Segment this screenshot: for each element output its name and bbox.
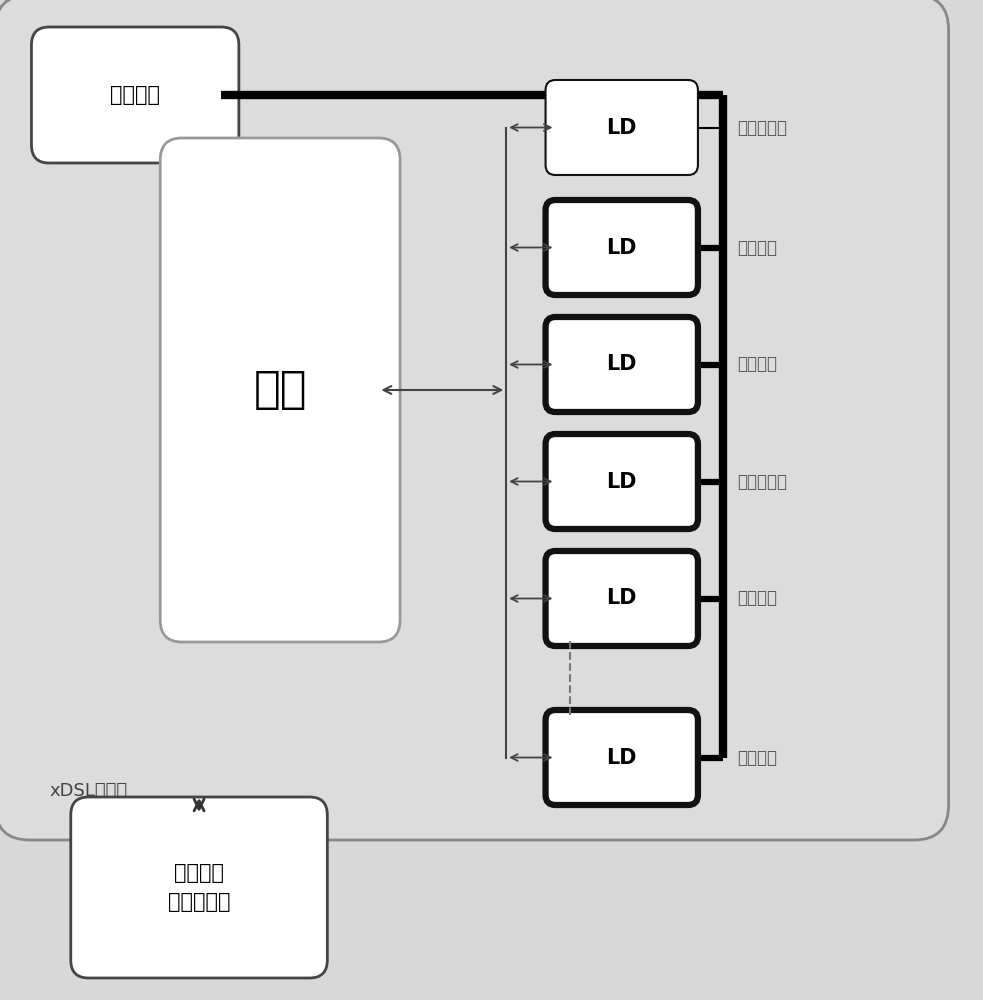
FancyBboxPatch shape xyxy=(546,710,698,805)
Text: 放号端口: 放号端口 xyxy=(737,356,778,373)
Text: LD: LD xyxy=(607,472,637,491)
Text: 放号端口: 放号端口 xyxy=(737,748,778,766)
FancyBboxPatch shape xyxy=(546,80,698,175)
Text: 未放号端口: 未放号端口 xyxy=(737,119,787,137)
FancyBboxPatch shape xyxy=(0,0,949,840)
Text: LD: LD xyxy=(607,748,637,768)
FancyBboxPatch shape xyxy=(546,434,698,529)
Text: LD: LD xyxy=(607,355,637,374)
Text: 信息收集
和控制单元: 信息收集 和控制单元 xyxy=(168,863,230,912)
FancyBboxPatch shape xyxy=(546,317,698,412)
Text: LD: LD xyxy=(607,118,637,138)
FancyBboxPatch shape xyxy=(160,138,400,642)
Text: LD: LD xyxy=(607,237,637,257)
FancyBboxPatch shape xyxy=(31,27,239,163)
Text: 电源模块: 电源模块 xyxy=(110,85,160,105)
FancyBboxPatch shape xyxy=(546,200,698,295)
Text: 本放号端口: 本放号端口 xyxy=(737,473,787,490)
Text: 放号端口: 放号端口 xyxy=(737,590,778,608)
Text: 放号端口: 放号端口 xyxy=(737,238,778,256)
FancyBboxPatch shape xyxy=(71,797,327,978)
FancyBboxPatch shape xyxy=(546,551,698,646)
Text: xDSL用户板: xDSL用户板 xyxy=(49,782,127,800)
Text: 芯片: 芯片 xyxy=(254,368,307,412)
Text: LD: LD xyxy=(607,588,637,608)
